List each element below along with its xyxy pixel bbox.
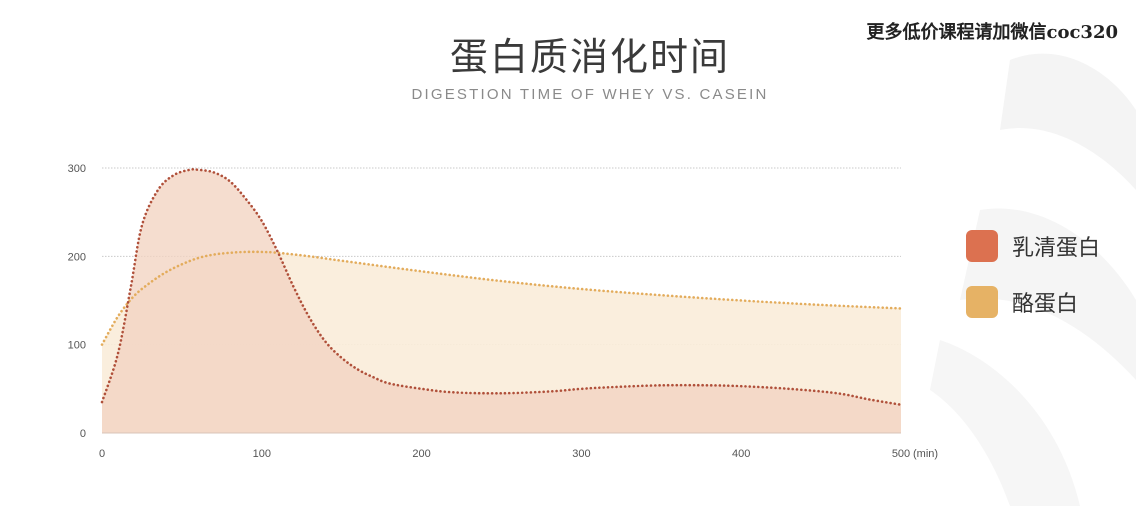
x-tick-label-400: 400 xyxy=(732,448,750,460)
y-tick-label-0: 0 xyxy=(80,428,86,440)
x-tick-label-300: 300 xyxy=(572,448,590,460)
y-tick-label-300: 300 xyxy=(68,163,86,175)
chart-title: 蛋白质消化时间 xyxy=(449,35,730,79)
legend-item-casein: 酪蛋白 xyxy=(966,284,1100,320)
line-whey xyxy=(100,167,903,407)
legend-item-whey: 乳清蛋白 xyxy=(966,228,1100,264)
x-tick-label-200: 200 xyxy=(412,448,430,460)
watermark-text: 更多低价课程请加微信coc320 xyxy=(866,22,1119,43)
chart-subtitle: DIGESTION TIME OF WHEY VS. CASEIN xyxy=(411,86,769,103)
chart-legend: 乳清蛋白 酪蛋白 xyxy=(966,228,1100,340)
legend-swatch-whey xyxy=(966,230,998,262)
x-axis-unit: (min) xyxy=(913,448,938,460)
legend-swatch-casein xyxy=(966,286,998,318)
y-tick-label-200: 200 xyxy=(68,251,86,263)
x-tick-label-0: 0 xyxy=(99,448,105,460)
x-tick-label-100: 100 xyxy=(253,448,271,460)
legend-label-whey: 乳清蛋白 xyxy=(1012,236,1101,261)
x-tick-label-500: 500 xyxy=(892,448,910,460)
area-whey xyxy=(102,169,901,434)
y-tick-label-100: 100 xyxy=(68,340,86,352)
line-casein xyxy=(100,250,903,346)
legend-label-casein: 酪蛋白 xyxy=(1012,292,1079,317)
